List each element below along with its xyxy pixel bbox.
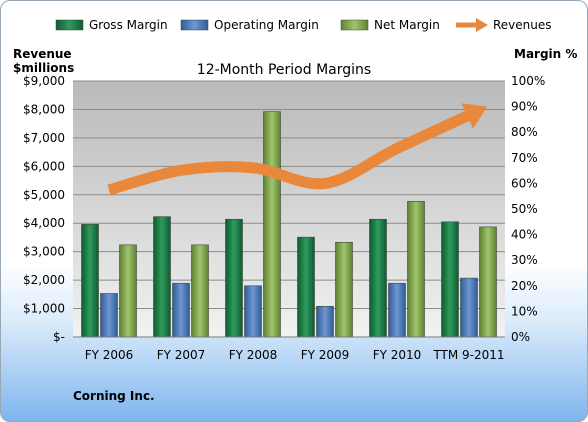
y-right-tick-label: 60% [511,176,538,190]
bar-gross-margin [81,224,99,338]
x-tick-label: FY 2010 [373,348,422,362]
y-left-tick-label: $3,000 [23,245,65,259]
bar-operating-margin [460,277,478,338]
bar-operating-margin [388,282,406,338]
bar-net-margin [119,244,137,338]
bar-gross-margin [369,218,387,338]
bar-net-margin [335,241,353,338]
y-left-tick-label: $- [53,330,65,344]
y-right-tick-label: 70% [511,151,538,165]
y-right-tick-label: 10% [511,304,538,318]
y-right-tick-label: 40% [511,228,538,242]
bar-gross-margin [153,216,171,338]
company-label: Corning Inc. [73,389,155,403]
x-tick-label: TTM 9-2011 [432,348,504,362]
bar-gross-margin [225,218,243,338]
bar-net-margin [263,111,281,338]
legend-label: Operating Margin [214,18,319,32]
plot-area [73,81,505,337]
bar-operating-margin [244,285,262,338]
y-left-axis-title: $millions [13,61,74,75]
y-right-tick-label: 0% [511,330,530,344]
legend-swatch-gross-margin [55,19,84,31]
x-tick-label: FY 2008 [229,348,278,362]
revenues-arrowhead [461,103,488,129]
revenues-line [107,110,472,196]
legend-swatch-operating-margin [180,19,209,31]
y-left-tick-label: $4,000 [23,216,65,230]
bar-operating-margin [100,293,118,338]
y-left-tick-label: $1,000 [23,302,65,316]
y-left-tick-label: $8,000 [23,102,65,116]
y-left-tick-label: $2,000 [23,273,65,287]
x-tick-label: FY 2006 [85,348,134,362]
y-right-tick-label: 80% [511,125,538,139]
y-right-tick-label: 90% [511,100,538,114]
bar-net-margin [191,244,209,338]
y-left-tick-label: $5,000 [23,188,65,202]
legend-label: Net Margin [374,18,440,32]
bar-gross-margin [297,236,315,338]
bar-gross-margin [441,221,459,338]
y-right-axis-title: Margin % [514,47,577,61]
bar-net-margin [407,201,425,338]
y-left-axis-title: Revenue [13,47,72,61]
y-right-tick-label: 30% [511,253,538,267]
y-right-tick-label: 20% [511,279,538,293]
bar-net-margin [479,226,497,338]
y-left-tick-label: $7,000 [23,131,65,145]
x-tick-label: FY 2007 [157,348,206,362]
x-tick-label: FY 2009 [301,348,350,362]
y-right-tick-label: 100% [511,74,545,88]
y-right-tick-label: 50% [511,202,538,216]
y-left-tick-label: $9,000 [23,74,65,88]
bar-operating-margin [316,305,334,338]
chart-title: 12-Month Period Margins [197,62,371,78]
legend-swatch-net-margin [340,19,369,31]
legend-label: Revenues [493,18,552,32]
y-left-tick-label: $6,000 [23,159,65,173]
legend-swatch-revenues [476,18,488,32]
bar-operating-margin [172,282,190,338]
legend-label: Gross Margin [89,18,168,32]
